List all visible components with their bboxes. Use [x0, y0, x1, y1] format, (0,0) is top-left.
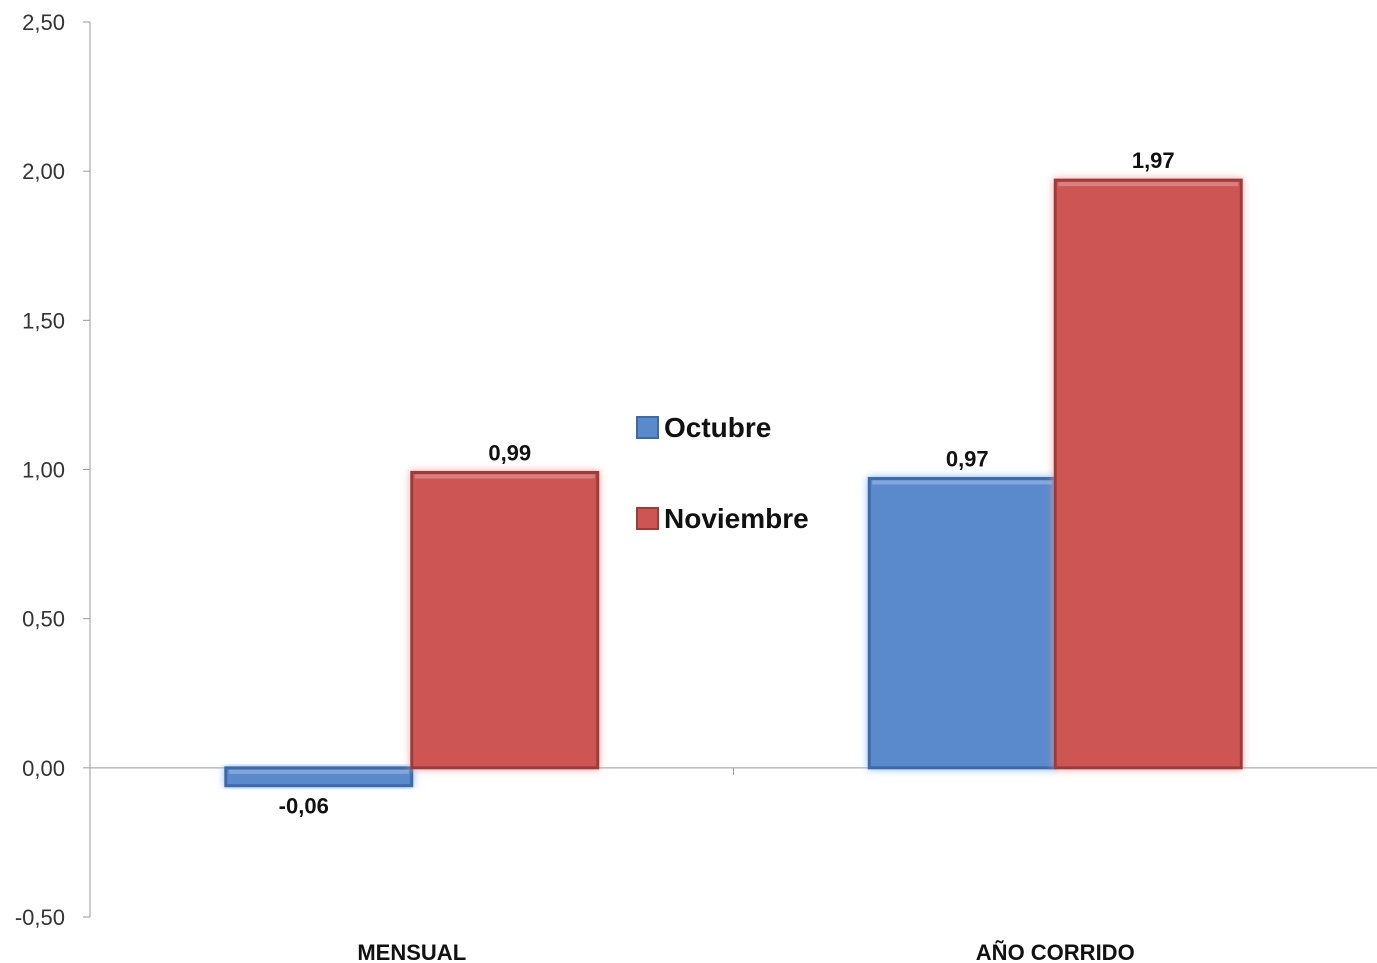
data-label: 0,99: [488, 440, 531, 465]
legend-item: Octubre: [636, 412, 771, 443]
data-label: -0,06: [279, 794, 329, 819]
data-labels: -0,06 0,97 0,99 1,97: [279, 148, 1175, 819]
bar-body: [1053, 178, 1243, 770]
y-tick-label: 2,00: [22, 159, 65, 184]
legend-swatch: [636, 507, 659, 530]
y-tick-label: -0,50: [15, 905, 65, 930]
bar-body: [867, 476, 1057, 770]
bar: [867, 476, 1057, 770]
y-tick-label: 2,50: [22, 10, 65, 35]
y-tick-label: 1,00: [22, 458, 65, 483]
axes: -0,50 0,00 0,50 1,00 1,50 2,00 2,50 MENSUAL AÑO …: [15, 10, 1377, 963]
bar-bevel: [872, 480, 1053, 485]
y-tick-label: 0,50: [22, 607, 65, 632]
legend: Octubre Noviembre: [636, 412, 809, 534]
data-label: 0,97: [946, 446, 989, 471]
y-tick-label: 1,50: [22, 308, 65, 333]
bars: [224, 178, 1243, 788]
legend-label: Octubre: [664, 412, 771, 443]
bar: [410, 470, 600, 770]
legend-swatch: [636, 416, 659, 439]
legend-label: Noviembre: [664, 503, 809, 534]
bar-bevel: [228, 769, 409, 774]
bar-body: [410, 470, 600, 770]
bar-bevel: [1058, 182, 1239, 187]
bar: [1053, 178, 1243, 770]
x-category-label: AÑO CORRIDO: [976, 940, 1135, 963]
legend-item: Noviembre: [636, 503, 809, 534]
bar: [224, 766, 414, 788]
x-category-label: MENSUAL: [357, 940, 466, 963]
data-label: 1,97: [1132, 148, 1175, 173]
bar-bevel: [414, 474, 595, 479]
y-tick-label: 0,00: [22, 756, 65, 781]
